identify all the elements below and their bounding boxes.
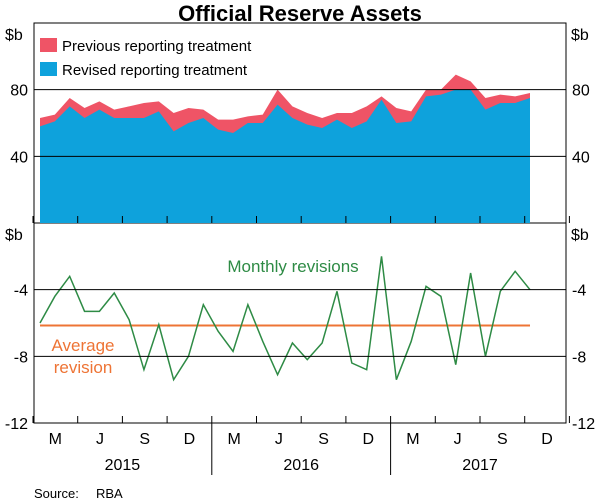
x-month-label-7: D	[362, 431, 374, 448]
bottom-left-unit-label: $b	[5, 227, 23, 244]
x-month-label-9: J	[454, 431, 462, 448]
x-month-label-3: D	[184, 431, 196, 448]
monthly-revisions-line	[39, 256, 531, 382]
top-right-unit-label: $b	[571, 27, 589, 44]
top-panel-ticks: 40 40 80 80	[10, 83, 590, 167]
top-ytick-right-40: 40	[572, 149, 590, 166]
x-month-label-10: S	[497, 431, 508, 448]
legend-label-revised: Revised reporting treatment	[62, 62, 248, 79]
bottom-ytick-right--8: -8	[572, 349, 586, 366]
top-ytick-right-80: 80	[572, 83, 590, 100]
source-value: RBA	[96, 486, 123, 501]
annotation-monthly-revisions: Monthly revisions	[227, 257, 358, 276]
bottom-ytick-left--4: -4	[14, 283, 28, 300]
x-year-label-2015: 2015	[105, 457, 141, 474]
x-month-label-8: M	[406, 431, 419, 448]
x-month-label-0: M	[49, 431, 62, 448]
annotation-average: Average	[51, 336, 114, 355]
bottom-panel-ticks: -12 -12 -8 -8 -4 -4	[5, 283, 595, 433]
legend-swatch-previous	[40, 38, 57, 52]
bottom-panel-frame	[33, 222, 567, 424]
source-label: Source:	[34, 486, 79, 501]
x-axis: M J S D M J S D M J S D 2015 2016 2017	[32, 216, 570, 475]
x-year-label-2017: 2017	[462, 457, 498, 474]
legend-swatch-revised	[40, 62, 57, 76]
legend-label-previous: Previous reporting treatment	[62, 38, 252, 55]
x-month-label-1: J	[96, 431, 104, 448]
x-month-label-5: J	[275, 431, 283, 448]
bottom-right-unit-label: $b	[571, 227, 589, 244]
chart-title: Official Reserve Assets	[178, 1, 422, 26]
bottom-ytick-right--4: -4	[572, 283, 586, 300]
x-month-label-11: D	[541, 431, 553, 448]
bottom-panel-lines	[39, 256, 531, 382]
x-year-label-2016: 2016	[283, 457, 319, 474]
top-ytick-left-40: 40	[10, 149, 28, 166]
bottom-ytick-left--8: -8	[14, 349, 28, 366]
x-month-label-2: S	[139, 431, 150, 448]
legend: Previous reporting treatment Revised rep…	[40, 38, 252, 79]
top-left-unit-label: $b	[5, 27, 23, 44]
top-ytick-left-80: 80	[10, 83, 28, 100]
x-month-label-6: S	[318, 431, 329, 448]
bottom-ytick-right--12: -12	[572, 416, 595, 433]
bottom-ytick-left--12: -12	[5, 416, 28, 433]
x-month-label-4: M	[227, 431, 240, 448]
annotation-revision: revision	[54, 358, 113, 377]
top-panel-areas	[40, 74, 530, 223]
